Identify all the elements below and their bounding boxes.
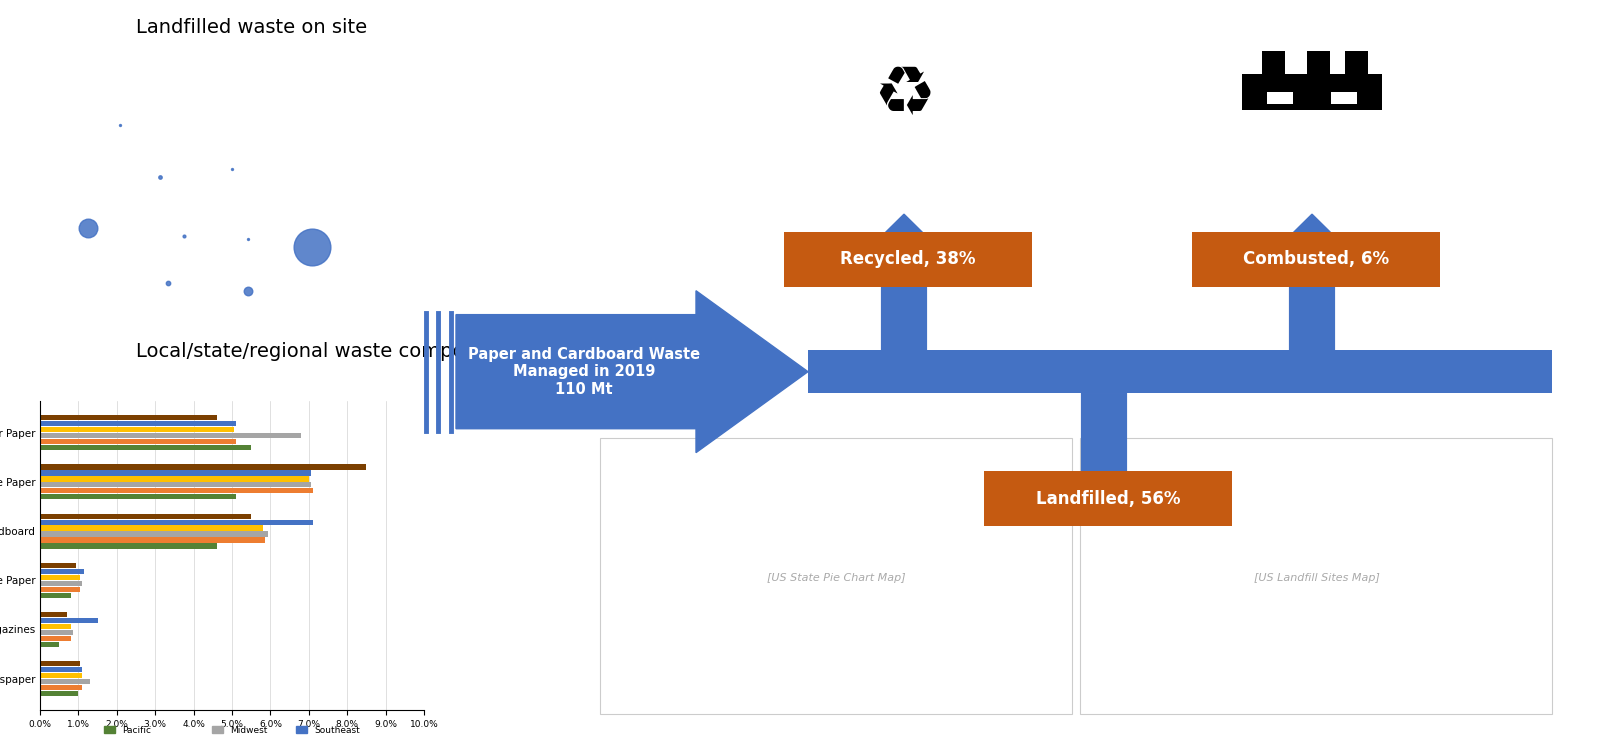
Bar [40, 514, 251, 519]
Point [155, 277, 181, 289]
Bar [40, 531, 269, 537]
Bar [40, 470, 310, 475]
Text: Local/state/regional waste composition: Local/state/regional waste composition [136, 342, 517, 361]
Bar [40, 667, 82, 673]
FancyBboxPatch shape [784, 232, 1032, 287]
Bar [40, 563, 77, 568]
Bar [40, 569, 85, 574]
Bar [808, 350, 1552, 393]
Bar [40, 587, 80, 592]
Bar [40, 673, 82, 679]
Bar [40, 537, 264, 542]
Bar [40, 691, 78, 696]
FancyArrow shape [1070, 393, 1138, 522]
Text: Recycled, 38%: Recycled, 38% [840, 250, 976, 269]
Text: Combusted, 6%: Combusted, 6% [1243, 250, 1389, 269]
Bar [40, 642, 59, 647]
FancyBboxPatch shape [984, 471, 1232, 526]
Bar [40, 520, 312, 525]
Point [219, 163, 245, 175]
Point [235, 285, 261, 297]
Bar [40, 433, 301, 438]
Bar [40, 618, 98, 623]
Point [75, 222, 101, 234]
Bar [40, 592, 70, 598]
Bar [1331, 92, 1357, 104]
Text: Paper and Cardboard Waste
Managed in 2019
110 Mt: Paper and Cardboard Waste Managed in 201… [467, 347, 701, 397]
FancyArrow shape [456, 291, 808, 453]
Bar [40, 526, 262, 531]
Bar [40, 427, 234, 432]
Bar [40, 415, 216, 420]
Bar [40, 543, 216, 548]
Bar [1346, 51, 1368, 74]
Bar [40, 624, 70, 629]
Bar [1242, 74, 1382, 110]
Bar [40, 476, 309, 481]
Point [235, 233, 261, 245]
Bar [40, 482, 310, 487]
Bar [40, 575, 80, 580]
Bar [1262, 51, 1285, 74]
Bar [1080, 438, 1552, 714]
Bar [40, 661, 80, 666]
Bar [40, 439, 235, 445]
Bar [1307, 51, 1330, 74]
Bar [40, 494, 235, 499]
Text: Landfilled waste on site: Landfilled waste on site [136, 18, 366, 38]
Bar [40, 421, 235, 426]
Bar [40, 630, 72, 635]
Bar [40, 581, 82, 586]
Bar [600, 438, 1072, 714]
Bar [40, 612, 67, 618]
FancyBboxPatch shape [1192, 232, 1440, 287]
Point [107, 119, 133, 131]
Bar [40, 488, 312, 493]
Point [171, 230, 197, 241]
Bar [1267, 92, 1293, 104]
Text: [US State Pie Chart Map]: [US State Pie Chart Map] [768, 573, 906, 583]
Bar [40, 445, 251, 450]
Bar [40, 685, 82, 690]
Bar [40, 464, 366, 470]
Bar [40, 679, 90, 684]
Legend: Pacific, Rocky Mountain, Midwest, Southwest, Southeast, Northeast: Pacific, Rocky Mountain, Midwest, Southw… [101, 722, 363, 736]
FancyArrow shape [870, 214, 938, 350]
Point [147, 171, 173, 183]
Bar [40, 636, 70, 641]
Text: Landfilled, 56%: Landfilled, 56% [1035, 489, 1181, 508]
Point [299, 241, 325, 252]
Text: ♻: ♻ [874, 62, 934, 130]
FancyArrow shape [1278, 214, 1346, 350]
Text: [US Landfill Sites Map]: [US Landfill Sites Map] [1254, 573, 1379, 583]
